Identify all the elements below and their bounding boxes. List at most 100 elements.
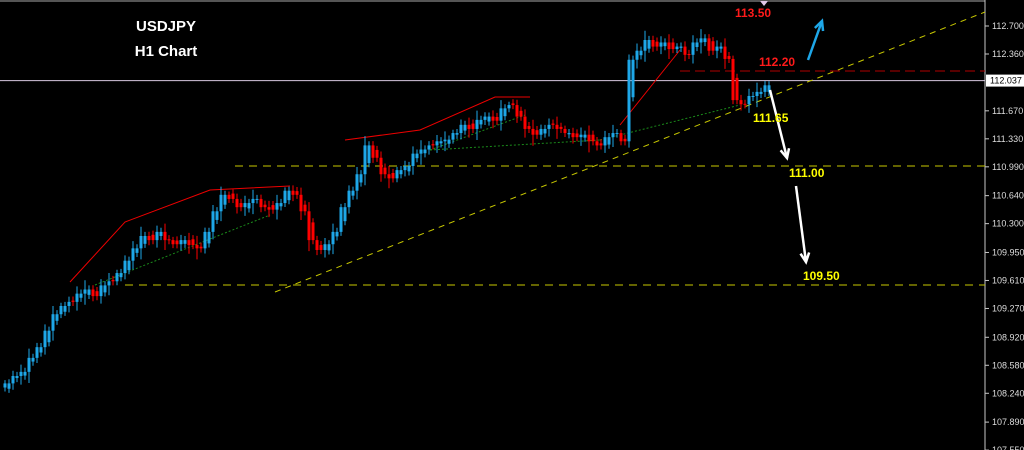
y-tick-label: 111.670	[992, 106, 1023, 116]
bull-candle	[479, 119, 483, 125]
bull-candle	[243, 203, 247, 208]
bull-candle	[695, 42, 699, 47]
bear-candle	[299, 194, 303, 212]
bull-candle	[675, 46, 679, 50]
shift-marker-icon	[760, 1, 768, 6]
pattern-resistance-line	[344, 96, 530, 141]
bearish-arrow-icon-head	[779, 147, 791, 161]
bull-candle	[447, 139, 451, 144]
bull-candle	[359, 174, 363, 183]
bull-candle	[663, 42, 667, 47]
bear-candle	[535, 130, 539, 135]
bear-candle	[575, 133, 579, 138]
y-tick-label: 111.330	[992, 134, 1023, 144]
bull-candle	[215, 211, 219, 220]
bull-candle	[499, 108, 503, 121]
y-tick-label: 108.580	[992, 360, 1024, 370]
bull-candle	[583, 134, 587, 138]
bull-candle	[759, 91, 763, 94]
y-tick-label: 112.700	[992, 21, 1024, 31]
bull-candle	[179, 240, 183, 245]
bull-candle	[323, 244, 327, 250]
bull-candle	[611, 133, 615, 138]
bear-candle	[555, 124, 559, 129]
bull-candle	[211, 211, 215, 232]
bull-candle	[55, 314, 59, 321]
bull-candle	[75, 293, 79, 302]
bull-candle	[275, 203, 279, 210]
bull-candle	[691, 42, 695, 55]
bull-candle	[51, 314, 55, 331]
bear-candle	[175, 240, 179, 245]
bull-candle	[451, 133, 455, 140]
bull-candle	[539, 128, 543, 135]
bull-candle	[699, 38, 703, 43]
bear-candle	[195, 245, 199, 249]
bull-candle	[659, 42, 663, 47]
bear-candle	[655, 41, 659, 47]
bear-candle	[471, 123, 475, 129]
y-tick-label: 109.610	[992, 275, 1024, 285]
bull-candle	[255, 198, 259, 200]
bear-candle	[523, 116, 527, 129]
bull-candle	[343, 207, 347, 222]
bear-candle	[271, 205, 275, 210]
bull-candle	[119, 273, 123, 278]
bear-candle	[431, 144, 435, 146]
bear-candle	[387, 174, 391, 179]
support-label-109-50: 109.50	[803, 269, 840, 283]
bear-candle	[187, 240, 191, 246]
bull-candle	[103, 285, 107, 293]
bearish-arrow-icon-2-head	[799, 252, 811, 265]
bear-candle	[235, 198, 239, 208]
current-price-label: 112.037	[990, 76, 1022, 86]
y-tick-label: 109.950	[992, 247, 1024, 257]
bull-candle	[627, 59, 631, 142]
bull-candle	[23, 371, 27, 376]
bull-candle	[47, 330, 51, 343]
bear-candle	[467, 124, 471, 129]
bear-candle	[71, 300, 75, 302]
bear-candle	[571, 133, 575, 138]
bear-candle	[707, 38, 711, 51]
bull-candle	[747, 95, 751, 105]
bear-candle	[739, 100, 743, 105]
bear-candle	[303, 204, 307, 212]
bull-candle	[99, 285, 103, 297]
bear-candle	[167, 239, 171, 241]
bull-candle	[411, 153, 415, 166]
bull-candle	[347, 190, 351, 208]
bull-candle	[223, 194, 227, 205]
bear-candle	[595, 141, 599, 146]
bull-candle	[367, 145, 371, 164]
bear-candle	[683, 46, 687, 55]
bear-candle	[311, 222, 315, 241]
bull-candle	[703, 38, 707, 43]
bear-candle	[227, 194, 231, 199]
bear-candle	[375, 149, 379, 158]
bull-candle	[363, 145, 367, 175]
bull-candle	[127, 260, 131, 271]
bear-candle	[511, 103, 515, 106]
bull-candle	[715, 46, 719, 51]
bull-candle	[483, 116, 487, 120]
y-tick-label: 110.640	[992, 191, 1024, 201]
pattern-support-line	[429, 114, 526, 151]
bear-candle	[667, 42, 671, 50]
bear-candle	[735, 77, 739, 101]
bull-candle	[79, 293, 83, 298]
bull-candle	[719, 46, 723, 49]
bearish-arrow-icon-2	[794, 185, 808, 263]
bull-candle	[427, 145, 431, 150]
bear-candle	[711, 41, 715, 51]
bull-candle	[635, 50, 639, 60]
support-label-111-65: 111.65	[753, 111, 789, 125]
bear-candle	[519, 110, 523, 117]
bear-candle	[319, 245, 323, 250]
bear-candle	[259, 198, 263, 208]
bear-candle	[295, 191, 299, 195]
bull-candle	[279, 203, 283, 207]
bear-candle	[551, 123, 555, 125]
